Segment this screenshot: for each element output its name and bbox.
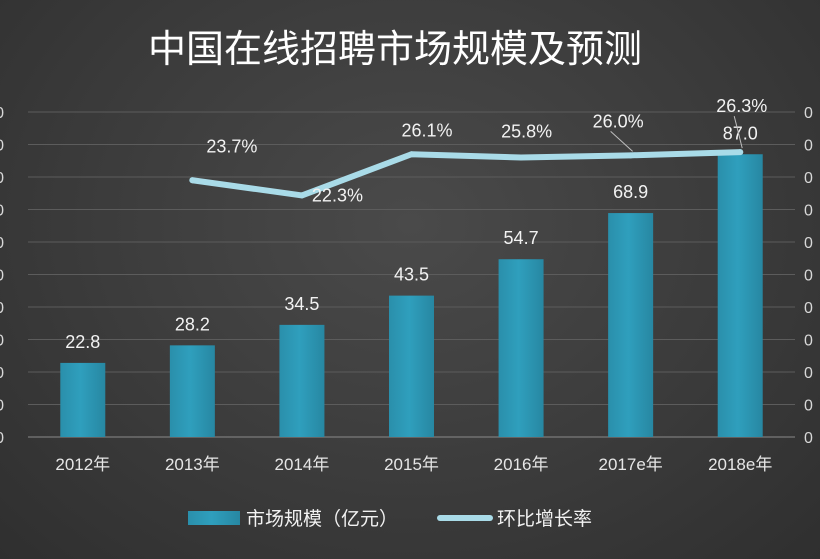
- bar: [60, 362, 106, 437]
- legend-label-bar: 市场规模（亿元）: [246, 508, 398, 530]
- rate-value-label: 25.8%: [501, 122, 552, 142]
- right-axis-tick: 0: [804, 430, 813, 447]
- right-axis-tick: 0: [804, 138, 813, 155]
- left-axis-tick: 0: [0, 398, 4, 415]
- legend-label-line: 环比增长率: [497, 508, 592, 530]
- bar: [279, 324, 325, 437]
- left-axis-tick: 0: [0, 268, 4, 285]
- left-axis-tick: 0: [0, 203, 4, 220]
- bar: [389, 295, 434, 437]
- right-axis-tick: 0: [804, 333, 813, 350]
- rate-point: [737, 149, 744, 156]
- left-axis-tick: 0: [0, 300, 4, 317]
- left-axis-ticks: 0 0 0 0 0 0 0 0 0 0 0: [0, 105, 4, 447]
- category-axis-ticks: 2012年 2013年 2014年 2015年 2016年 2017e年 2018e年: [55, 455, 772, 474]
- rate-value-label: 23.7%: [206, 136, 257, 156]
- bar-value-labels: 22.8 28.2 34.5 43.5 54.7 68.9 87.0: [65, 123, 757, 352]
- left-axis-tick: 0: [0, 105, 4, 122]
- rate-point: [298, 192, 305, 199]
- bar: [608, 213, 654, 437]
- rate-series: [189, 149, 744, 199]
- bar-series: [60, 154, 763, 437]
- bar-value-label: 43.5: [394, 265, 429, 285]
- bar-value-label: 34.5: [284, 294, 319, 314]
- rate-value-labels: 23.7% 22.3% 26.1% 25.8% 26.0% 26.3%: [206, 96, 767, 205]
- category-tick-label: 2012年: [55, 455, 110, 474]
- bar-value-label: 28.2: [175, 314, 210, 334]
- bar-value-label: 22.8: [65, 332, 100, 352]
- right-axis-ticks: 0 0 0 0 0 0 0 0 0 0 0: [804, 105, 813, 447]
- bar: [169, 345, 215, 437]
- rate-point: [518, 154, 525, 161]
- rate-line: [189, 149, 744, 199]
- left-axis-tick: 0: [0, 365, 4, 382]
- right-axis-tick: 0: [804, 268, 813, 285]
- category-tick-label: 2018e年: [708, 455, 772, 474]
- left-axis-tick: 0: [0, 235, 4, 252]
- right-axis-tick: 0: [804, 203, 813, 220]
- left-axis-tick: 0: [0, 170, 4, 187]
- category-tick-label: 2014年: [275, 455, 330, 474]
- rate-value-label: 26.3%: [716, 96, 767, 116]
- category-tick-label: 2017e年: [599, 455, 663, 474]
- right-axis-tick: 0: [804, 398, 813, 415]
- bar-value-label: 87.0: [723, 123, 758, 143]
- chart-title: 中国在线招聘市场规模及预测: [148, 27, 642, 71]
- bar-value-label: 68.9: [613, 182, 648, 202]
- left-axis-tick: 0: [0, 430, 4, 447]
- rate-leader-line: [610, 130, 633, 152]
- rate-point: [627, 152, 634, 159]
- bar-value-label: 54.7: [504, 228, 539, 248]
- bar: [717, 154, 763, 437]
- rate-value-label: 26.1%: [402, 120, 453, 140]
- left-axis-tick: 0: [0, 333, 4, 350]
- category-tick-label: 2013年: [165, 455, 220, 474]
- rate-value-label: 26.0%: [593, 111, 644, 131]
- bar: [498, 259, 544, 437]
- right-axis-tick: 0: [804, 235, 813, 252]
- rate-leader-line: [733, 115, 743, 149]
- category-tick-label: 2016年: [494, 455, 549, 474]
- rate-point: [408, 151, 415, 158]
- rate-point: [189, 177, 196, 184]
- right-axis-tick: 0: [804, 365, 813, 382]
- right-axis-tick: 0: [804, 170, 813, 187]
- right-axis-tick: 0: [804, 105, 813, 122]
- left-axis-tick: 0: [0, 138, 4, 155]
- legend-swatch-bar: [188, 511, 240, 525]
- legend: 市场规模（亿元） 环比增长率: [188, 508, 592, 530]
- right-axis-tick: 0: [804, 300, 813, 317]
- rate-value-label: 22.3%: [312, 185, 363, 205]
- category-tick-label: 2015年: [384, 455, 439, 474]
